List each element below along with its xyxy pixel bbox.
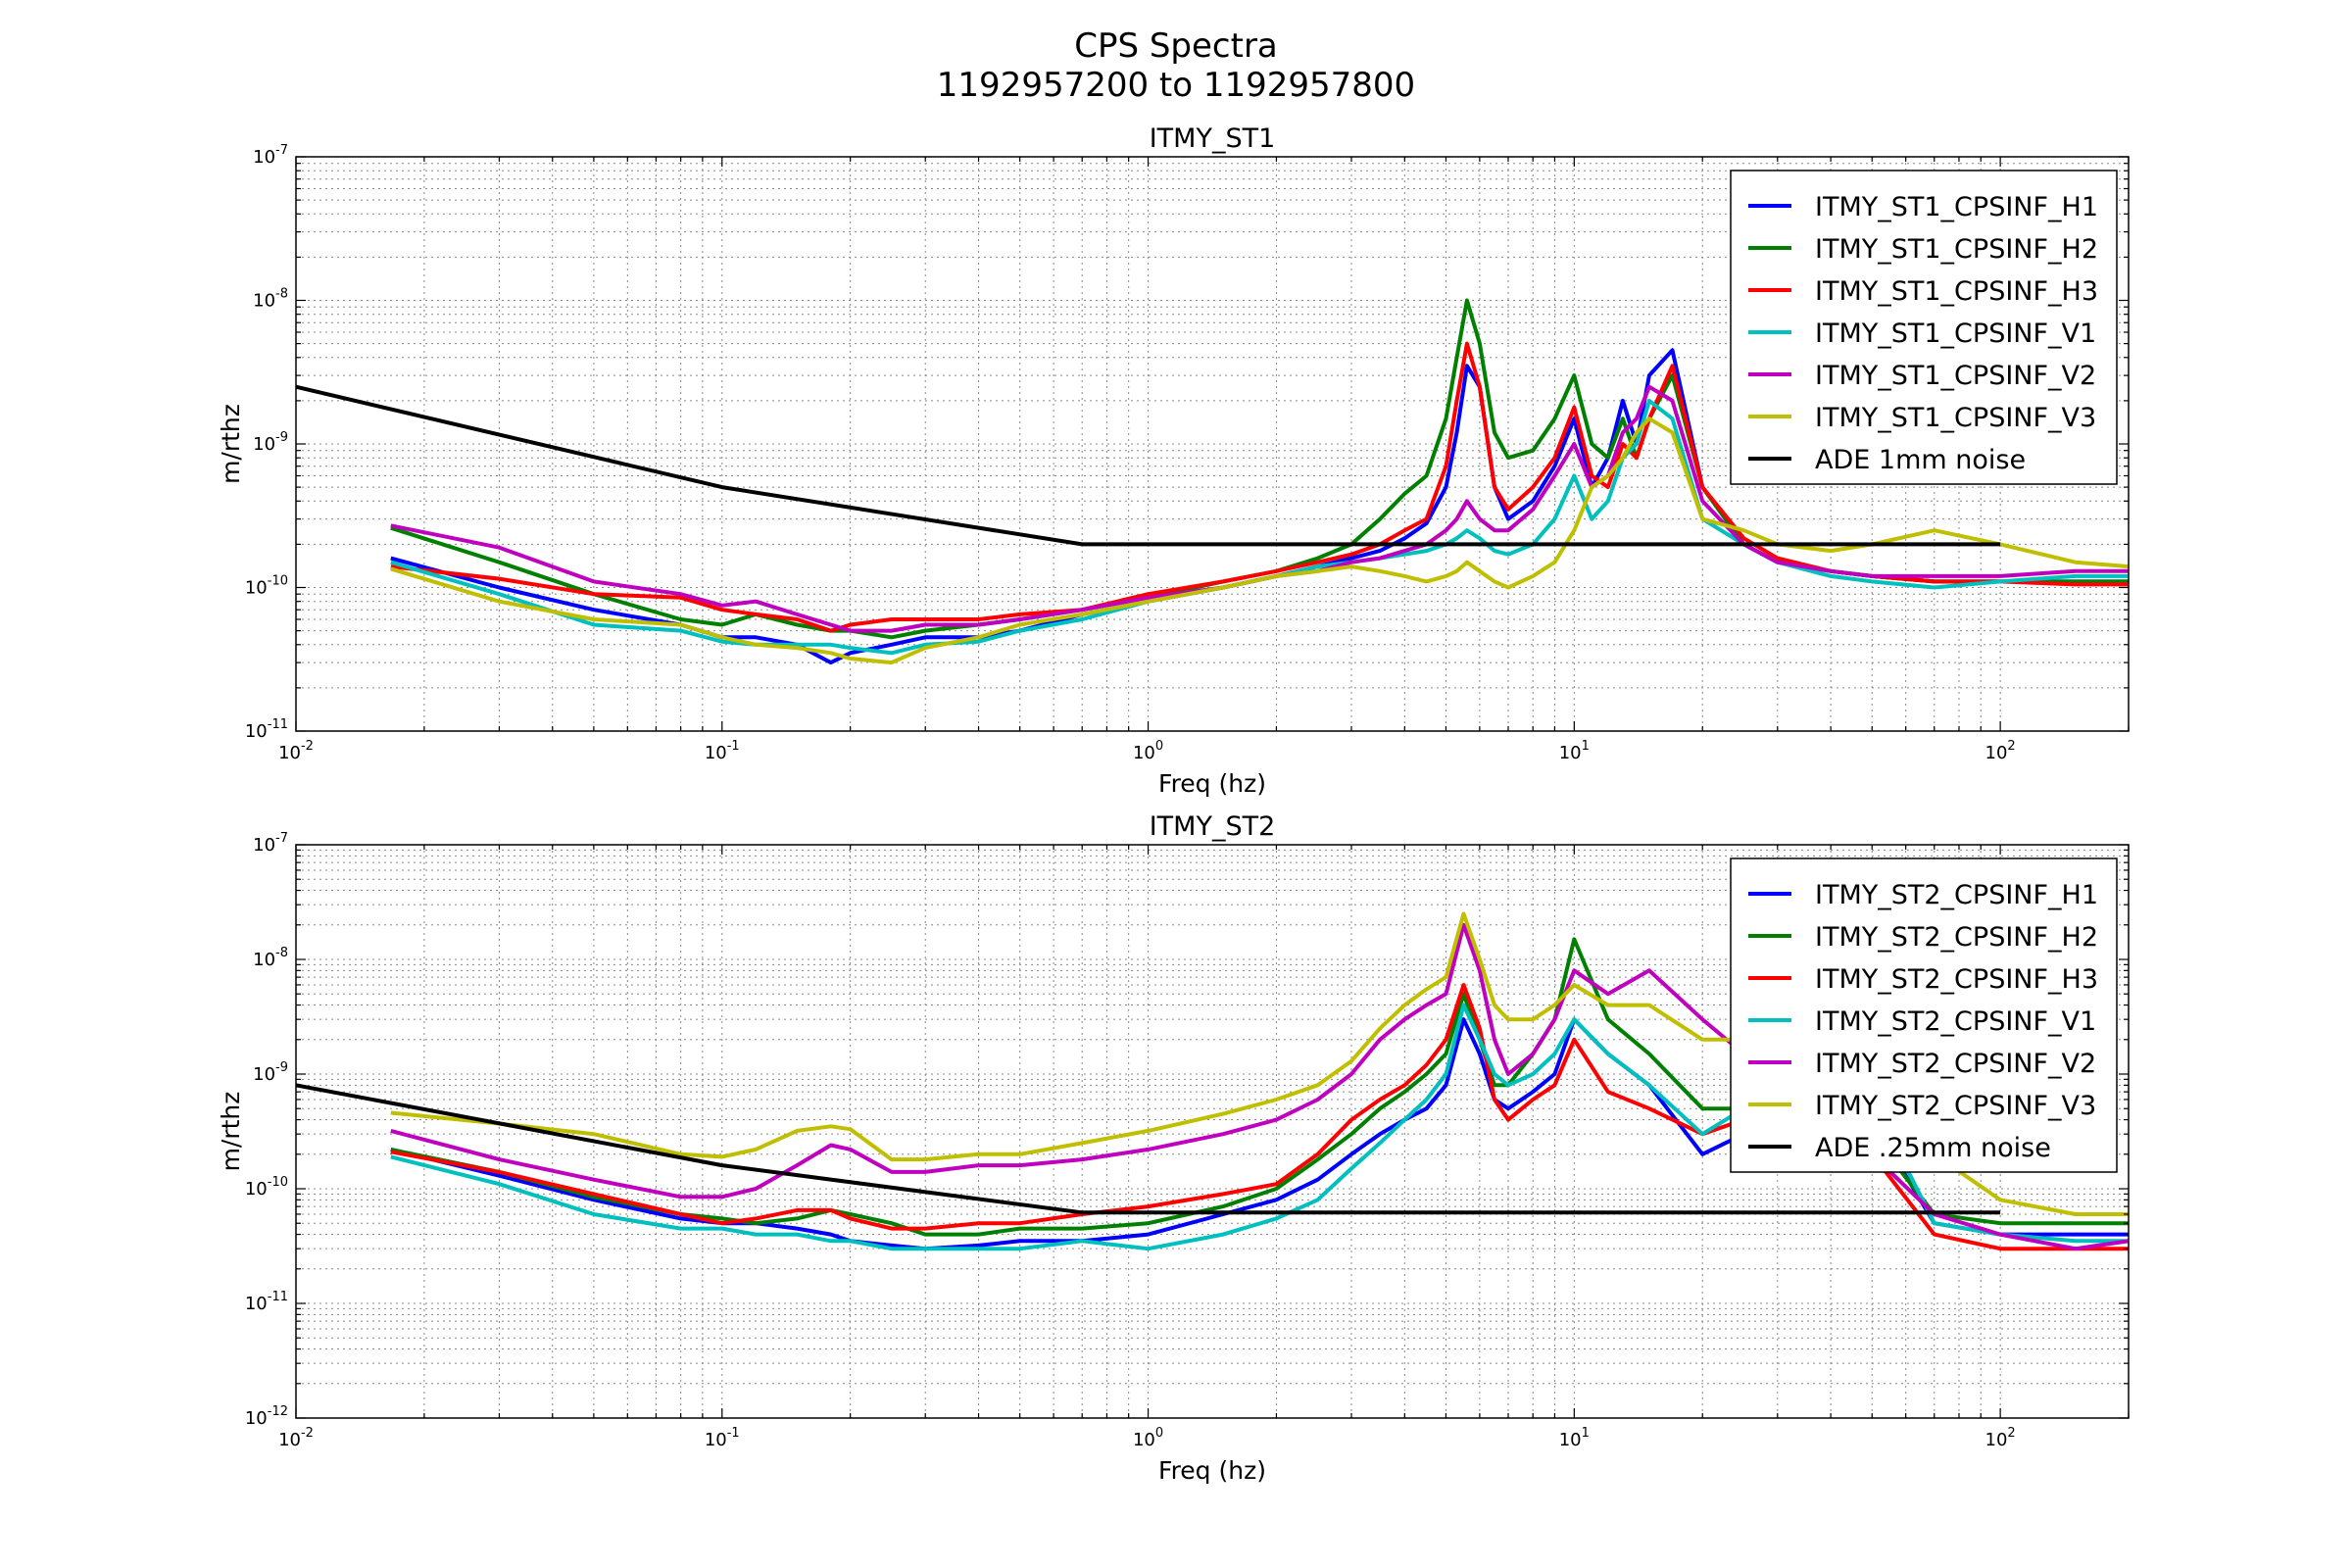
legend-label: ITMY_ST1_CPSINF_H3	[1815, 276, 2098, 307]
x-tick-label: 10-2	[278, 1426, 314, 1450]
series-line-itmy-st1-cpsinf-v3	[390, 416, 2129, 665]
x-tick-label: 10-2	[278, 739, 314, 763]
y-axis-label: m/rthz	[217, 404, 245, 484]
x-tick-label: 101	[1559, 1426, 1590, 1450]
legend-label: ITMY_ST1_CPSINF_H2	[1815, 234, 2098, 265]
x-tick-label: 101	[1559, 739, 1590, 763]
legend-label: ITMY_ST1_CPSINF_V3	[1815, 403, 2096, 433]
legend-box	[1730, 858, 2118, 1173]
legend: ITMY_ST1_CPSINF_H1 ITMY_ST1_CPSINF_H2 ITMY…	[1730, 170, 2118, 485]
legend-label: ITMY_ST2_CPSINF_V1	[1815, 1006, 2096, 1037]
legend-label: ITMY_ST1_CPSINF_V2	[1815, 361, 2096, 391]
legend-label: ITMY_ST2_CPSINF_H3	[1815, 964, 2098, 995]
legend-label: ITMY_ST1_CPSINF_V1	[1815, 318, 2096, 349]
figure-subtitle: 1192957200 to 1192957800	[937, 66, 1415, 105]
y-tick-label: 10-7	[253, 831, 288, 856]
x-tick-label: 10-1	[705, 1426, 740, 1450]
x-axis-label: Freq (hz)	[1158, 769, 1266, 798]
legend-label: ITMY_ST2_CPSINF_V2	[1815, 1049, 2096, 1079]
legend-label: ADE 1mm noise	[1815, 445, 2026, 475]
legend-label: ITMY_ST2_CPSINF_H1	[1815, 880, 2098, 910]
chart-panel-st2: 10-2 10-1 100 101 102 10-12 10-11 10-10 10-9 10-8…	[217, 811, 2130, 1485]
y-tick-label: 10-11	[245, 1290, 288, 1314]
x-tick-label: 102	[1985, 1426, 2016, 1450]
ticks	[295, 844, 2130, 1419]
x-tick-label: 10-1	[705, 739, 740, 763]
chart-panel-st1: 10-2 10-1 100 101 102 10-11 10-10 10-9 10-8 10-7 I…	[217, 123, 2130, 798]
figure-title: CPS Spectra	[1074, 26, 1278, 66]
ticks	[295, 156, 2130, 732]
axes-frame	[295, 844, 2130, 1419]
legend-box	[1730, 170, 2118, 485]
legend-label: ADE .25mm noise	[1815, 1133, 2051, 1163]
y-tick-label: 10-10	[245, 1175, 288, 1200]
y-tick-label: 10-12	[245, 1404, 288, 1429]
x-tick-label: 102	[1985, 739, 2016, 763]
y-tick-label: 10-8	[253, 946, 288, 970]
panel-title: ITMY_ST2	[1150, 811, 1276, 842]
legend-label: ITMY_ST2_CPSINF_V3	[1815, 1091, 2096, 1121]
x-tick-label: 100	[1133, 1426, 1163, 1450]
panel-title: ITMY_ST1	[1150, 123, 1276, 154]
legend: ITMY_ST2_CPSINF_H1 ITMY_ST2_CPSINF_H2 ITMY…	[1730, 858, 2118, 1173]
y-tick-label: 10-9	[253, 1060, 288, 1085]
series-line-ade-25mm-noise	[296, 1083, 2001, 1215]
legend-label: ITMY_ST1_CPSINF_H1	[1815, 192, 2098, 222]
series-line-ade-1mm-noise	[296, 384, 2001, 547]
y-tick-label: 10-9	[253, 430, 288, 455]
x-tick-label: 100	[1133, 739, 1163, 763]
y-tick-label: 10-7	[253, 143, 288, 168]
y-axis-label: m/rthz	[217, 1092, 245, 1172]
series-group	[296, 298, 2129, 665]
y-tick-label: 10-8	[253, 287, 288, 312]
legend-label: ITMY_ST2_CPSINF_H2	[1815, 922, 2098, 953]
series-line-itmy-st1-cpsinf-v1	[390, 398, 2129, 656]
x-axis-label: Freq (hz)	[1158, 1456, 1266, 1485]
y-tick-label: 10-10	[245, 574, 288, 599]
y-tick-label: 10-11	[245, 717, 288, 742]
